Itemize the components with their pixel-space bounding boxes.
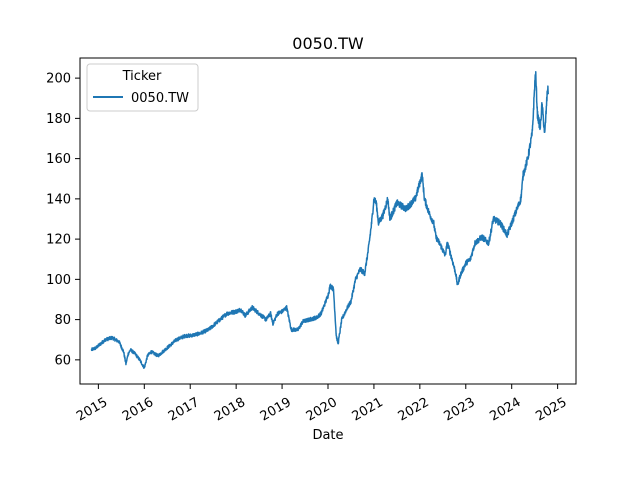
y-tick-label: 180 xyxy=(46,112,71,127)
legend-box xyxy=(86,63,199,112)
chart-title: 0050.TW xyxy=(292,34,364,53)
series-layer xyxy=(90,71,550,369)
y-tick-label: 120 xyxy=(46,233,71,248)
y-tick-label: 60 xyxy=(54,353,71,368)
x-axis-label: Date xyxy=(312,428,343,443)
legend-entry-0050-tw: 0050.TW xyxy=(131,91,189,106)
series-line-0050-tw xyxy=(90,71,550,369)
y-tick-label: 140 xyxy=(46,192,71,207)
y-tick-label: 200 xyxy=(46,72,71,87)
legend: Ticker 0050.TW xyxy=(86,63,199,112)
legend-title: Ticker xyxy=(122,69,162,84)
y-axis: 60 80 100 120 140 160 180 200 xyxy=(46,72,80,368)
y-tick-label: 160 xyxy=(46,152,71,167)
y-tick-label: 100 xyxy=(46,273,71,288)
y-tick-label: 80 xyxy=(54,313,71,328)
